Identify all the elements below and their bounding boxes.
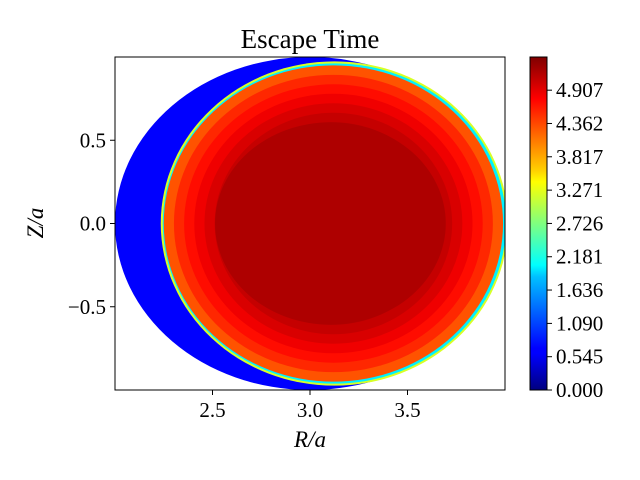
y-tick-label: 0.0	[80, 212, 106, 236]
x-tick-label: 3.0	[297, 398, 323, 422]
colorbar-tick-label: 0.545	[556, 345, 603, 369]
chart-title: Escape Time	[241, 24, 380, 54]
x-tick-label: 3.5	[394, 398, 420, 422]
colorbar-tick-label: 3.271	[556, 178, 603, 202]
colorbar-tick-label: 2.181	[556, 245, 603, 269]
x-axis-label: R/a	[293, 427, 326, 452]
colorbar-tick-label: 2.726	[556, 211, 603, 235]
y-axis-ticks: −0.5 0.0 0.5	[68, 128, 115, 319]
y-tick-label: 0.5	[80, 128, 106, 152]
colorbar	[529, 56, 548, 391]
x-tick-label: 2.5	[199, 398, 225, 422]
colorbar-tick-label: 4.907	[556, 78, 603, 102]
x-axis-ticks: 2.5 3.0 3.5	[199, 390, 421, 422]
colorbar-tick-label: 4.362	[556, 111, 603, 135]
colorbar-tick-label: 1.636	[556, 278, 603, 302]
colorbar-tick-label: 0.000	[556, 378, 603, 402]
colorbar-tick-label: 3.817	[556, 145, 603, 169]
y-tick-label: −0.5	[68, 295, 106, 319]
colorbar-ticks: 0.000 0.545 1.090 1.636 2.181 2.726 3.271 3.817…	[547, 78, 603, 402]
y-axis-label: Z/a	[23, 208, 48, 239]
colorbar-tick-label: 1.090	[556, 311, 603, 335]
core-region	[215, 122, 446, 325]
data-layer	[115, 57, 505, 390]
plot-area	[115, 57, 505, 390]
